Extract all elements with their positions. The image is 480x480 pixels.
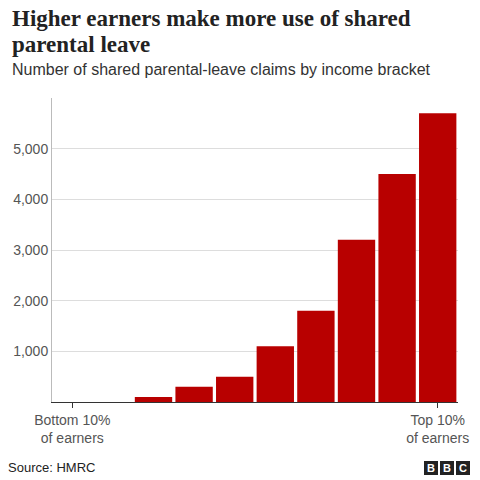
html-text:B: B (427, 462, 435, 474)
svg-text:Bottom 10%of earners: Bottom 10%of earners (34, 412, 110, 446)
svg-text:1,000: 1,000 (13, 343, 48, 359)
html-text:Number of shared parental-leav: Number of shared parental-leave claims b… (12, 61, 430, 78)
svg-text:5,000: 5,000 (13, 141, 48, 157)
html-text:B: B (443, 462, 451, 474)
html-text:C: C (459, 462, 467, 474)
html-text:Higher earners make more use o: Higher earners make more use of shared p… (12, 6, 411, 57)
svg-text:4,000: 4,000 (13, 191, 48, 207)
svg-text:3,000: 3,000 (13, 242, 48, 258)
html-text:Source: HMRC: Source: HMRC (8, 460, 96, 475)
svg-text:Top 10%of earners: Top 10%of earners (406, 412, 469, 446)
svg-text:2,000: 2,000 (13, 293, 48, 309)
